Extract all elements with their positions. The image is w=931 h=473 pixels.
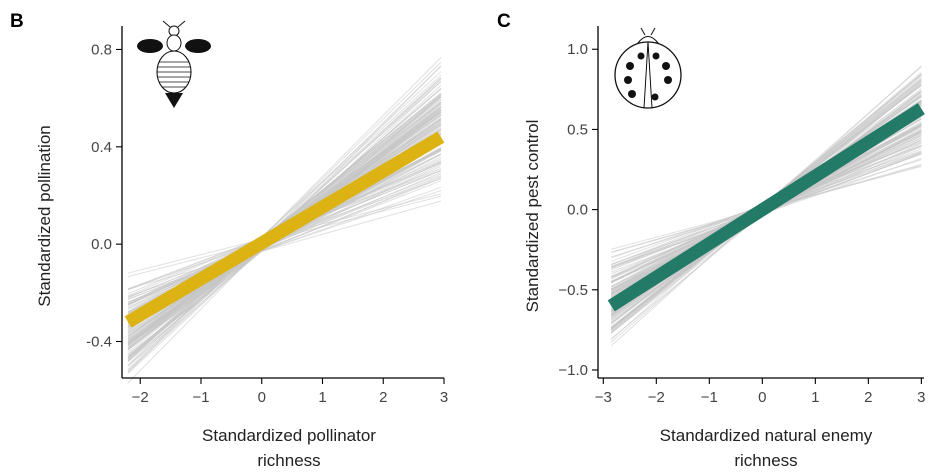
axes-b: −2 −1 0 1 2 3 -0.4 0.0 0.4 0.8	[86, 26, 448, 406]
panel-letter-c: C	[497, 11, 511, 32]
x-tick-label: 0	[758, 389, 766, 406]
x-axis-title-b-line1: Standardized pollinator	[202, 426, 376, 445]
fit-line-c	[607, 103, 925, 312]
x-tick-label: 1	[811, 389, 819, 406]
x-tick-label: 0	[258, 389, 266, 406]
x-axis-title-c-line2: richness	[734, 451, 797, 470]
x-axis-title-c-line1: Standardized natural enemy	[660, 426, 873, 445]
bootstrap-line	[127, 75, 442, 359]
x-tick-label: −3	[595, 389, 612, 406]
x-tick-label: 1	[318, 389, 326, 406]
panel-b-pollination: B −2 −1 0 1 2 3 -0.4 0.0 0.4 0.8 Standardized pol…	[10, 11, 448, 470]
x-tick-label: −1	[701, 389, 718, 406]
x-tick-label: 3	[440, 389, 448, 406]
panel-letter-b: B	[10, 11, 24, 32]
x-tick-label: 3	[917, 389, 925, 406]
fit-line-b	[124, 131, 445, 328]
x-tick-label: 2	[864, 389, 872, 406]
x-tick-label: −1	[192, 389, 209, 406]
y-tick-label: 0.0	[567, 202, 588, 219]
panel-c-pest-control: C −3 −2 −1 0 1 2 3 −1.0 −0.5 0.0 0.5 1.0 Standardiz…	[497, 11, 926, 470]
bootstrap-line	[127, 57, 442, 373]
axes-c: −3 −2 −1 0 1 2 3 −1.0 −0.5 0.0 0.5 1.0	[558, 26, 926, 406]
bootstrap-line	[127, 172, 442, 306]
bootstrap-line	[127, 200, 442, 290]
y-tick-label: 1.0	[567, 41, 588, 58]
y-tick-label: −0.5	[558, 282, 588, 299]
y-tick-label: -0.4	[86, 333, 112, 350]
x-tick-label: −2	[132, 389, 149, 406]
y-tick-label: −1.0	[558, 362, 588, 379]
y-tick-label: 0.4	[91, 139, 112, 156]
y-tick-label: 0.5	[567, 121, 588, 138]
x-axis-title-b-line2: richness	[257, 451, 320, 470]
y-axis-title-c: Standardized pest control	[523, 120, 542, 313]
x-tick-label: −2	[648, 389, 665, 406]
bootstrap-line	[127, 71, 442, 361]
bee-icon	[137, 20, 211, 108]
x-tick-label: 2	[379, 389, 387, 406]
y-tick-label: 0.0	[91, 236, 112, 253]
ladybug-icon	[614, 27, 682, 109]
bootstrap-line	[127, 96, 442, 346]
y-axis-title-b: Standardized pollination	[35, 125, 54, 306]
y-tick-label: 0.8	[91, 41, 112, 58]
